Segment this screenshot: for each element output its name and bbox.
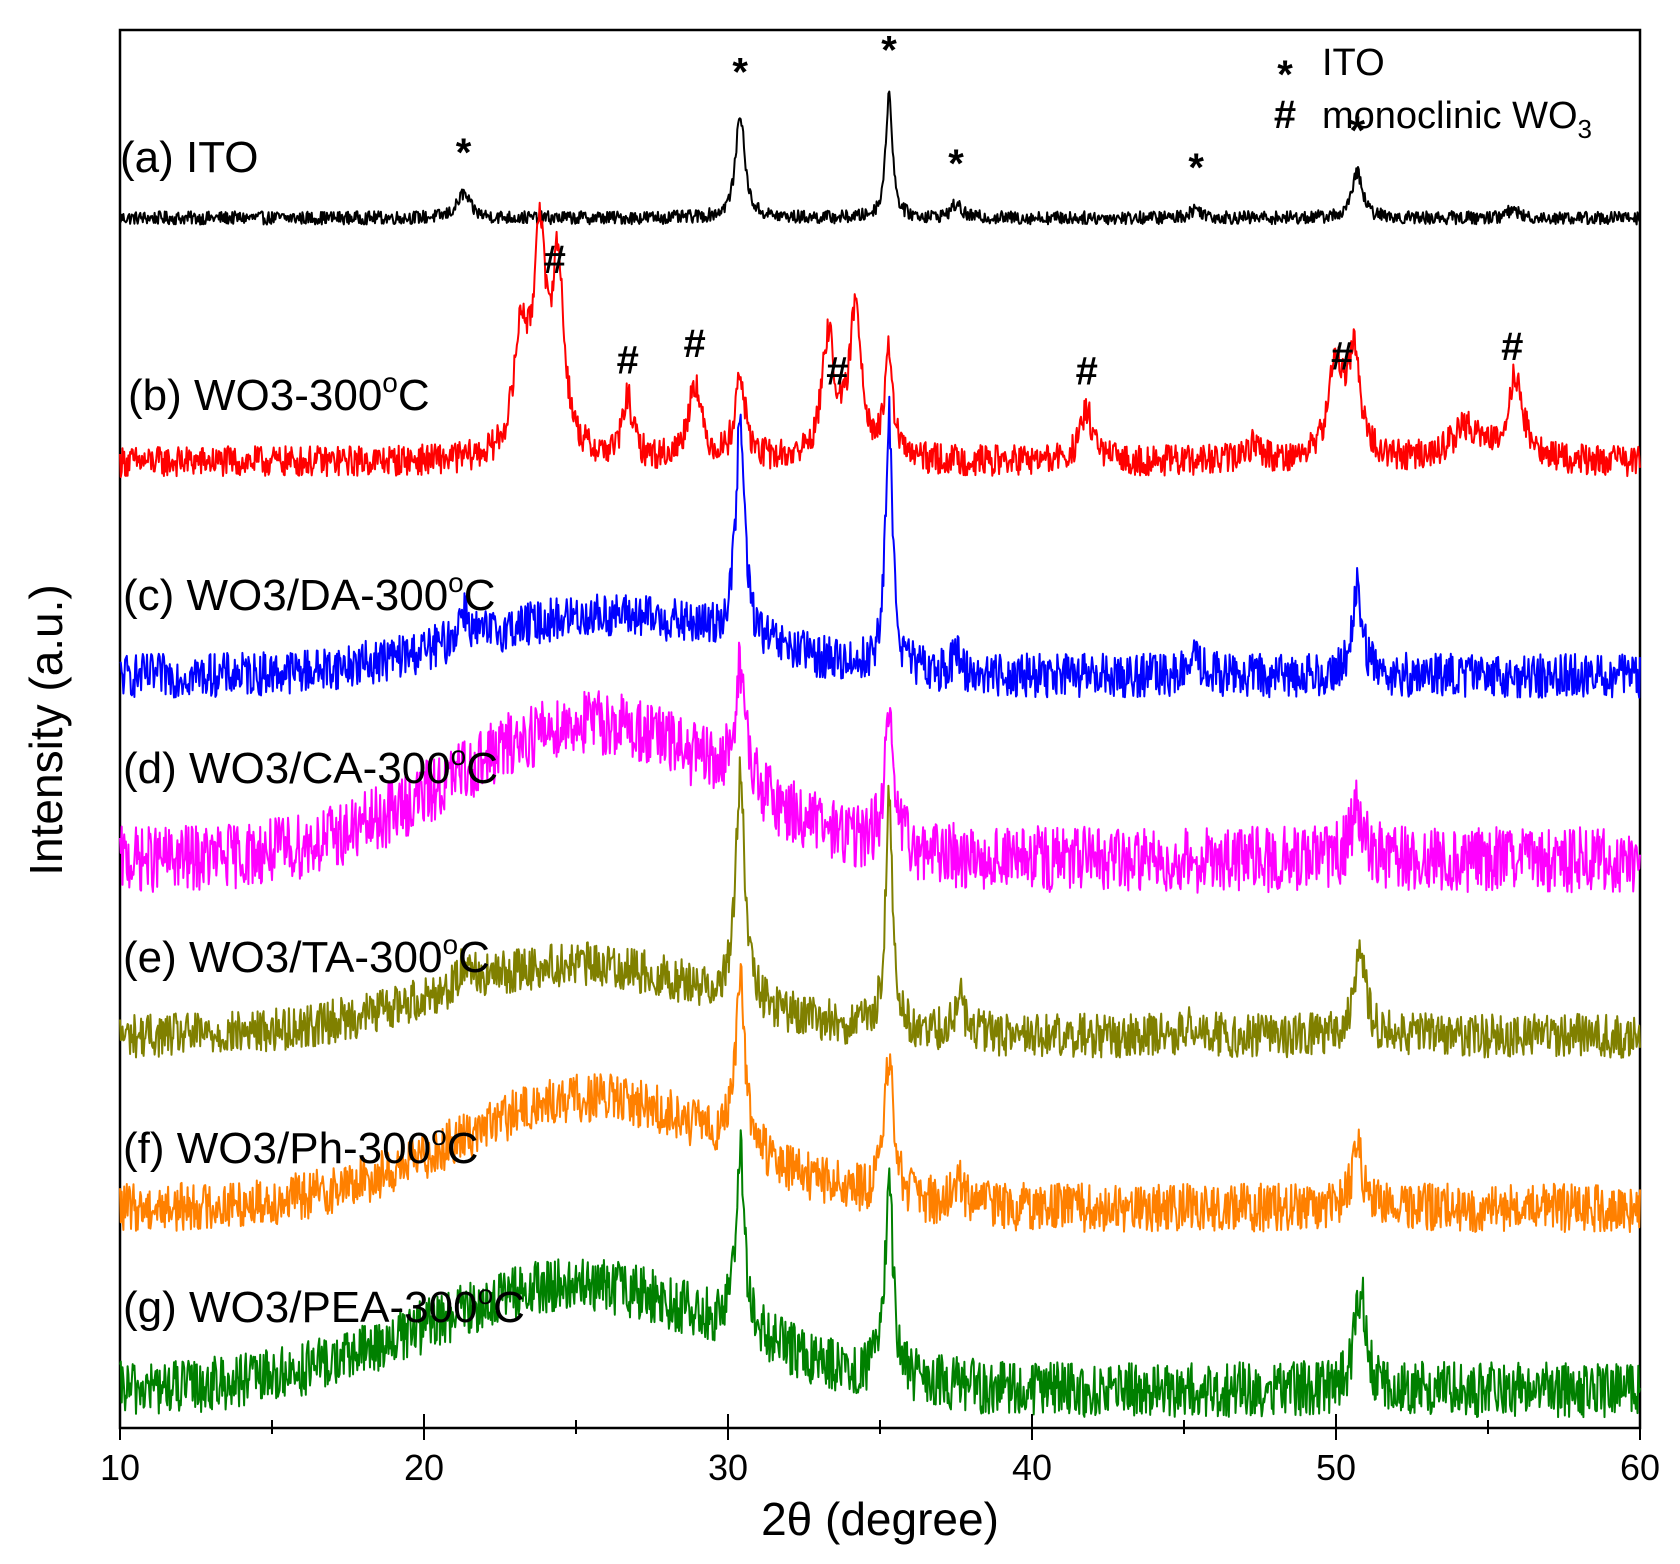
peak-markers: ** ** **## ## # # # bbox=[456, 29, 1524, 394]
x-tick-label-60: 60 bbox=[1620, 1447, 1660, 1488]
series-line-d bbox=[119, 641, 1641, 894]
y-axis-title: Intensity (a.u.) bbox=[20, 584, 72, 875]
legend-symbol-ito: * bbox=[1277, 53, 1293, 97]
wo3-marker-11: # bbox=[1331, 334, 1353, 378]
x-tick-label-50: 50 bbox=[1316, 1447, 1356, 1488]
ito-marker-4: * bbox=[1188, 146, 1204, 190]
curve-label-g: (g) WO3/PEA-300oC bbox=[123, 1279, 525, 1332]
x-tick-label-30: 30 bbox=[708, 1447, 748, 1488]
wo3-marker-9: # bbox=[826, 349, 848, 393]
legend-label-wo3: monoclinic WO3 bbox=[1322, 95, 1592, 144]
x-tick-label-10: 10 bbox=[100, 1447, 140, 1488]
wo3-marker-12: # bbox=[1501, 325, 1523, 369]
curve-label-b: (b) WO3-300oC bbox=[128, 367, 430, 420]
x-axis: 10 20 30 40 50 60 bbox=[100, 1414, 1660, 1488]
curve-labels: (a) ITO (b) WO3-300oC (c) WO3/DA-300oC (d) … bbox=[120, 133, 525, 1332]
series-line-f bbox=[119, 963, 1641, 1233]
series-line-b bbox=[119, 201, 1641, 478]
wo3-marker-10: # bbox=[1076, 350, 1098, 394]
curve-label-c: (c) WO3/DA-300oC bbox=[123, 567, 496, 620]
x-axis-title: 2θ (degree) bbox=[761, 1493, 999, 1545]
ito-marker-1: * bbox=[732, 51, 748, 95]
wo3-marker-8: # bbox=[683, 322, 705, 366]
series-traces bbox=[119, 90, 1641, 1419]
wo3-marker-7: # bbox=[617, 339, 639, 383]
ito-marker-5: * bbox=[1350, 109, 1366, 153]
series-line-c bbox=[119, 395, 1641, 699]
x-tick-label-40: 40 bbox=[1012, 1447, 1052, 1488]
legend: * ITO # monoclinic WO3 bbox=[1274, 42, 1592, 144]
legend-symbol-wo3: # bbox=[1274, 93, 1296, 137]
series-line-g bbox=[119, 1129, 1641, 1419]
legend-label-ito: ITO bbox=[1322, 42, 1385, 84]
curve-label-f: (f) WO3/Ph-300oC bbox=[123, 1120, 478, 1173]
ito-marker-2: * bbox=[881, 29, 897, 73]
series-line-a bbox=[119, 90, 1641, 226]
wo3-marker-6: # bbox=[544, 238, 566, 282]
curve-label-d: (d) WO3/CA-300oC bbox=[123, 740, 498, 793]
curve-label-e: (e) WO3/TA-300oC bbox=[123, 929, 490, 982]
ito-marker-0: * bbox=[456, 131, 472, 175]
x-tick-label-20: 20 bbox=[404, 1447, 444, 1488]
ito-marker-3: * bbox=[948, 142, 964, 186]
curve-label-a: (a) ITO bbox=[120, 133, 259, 182]
series-line-e bbox=[119, 756, 1641, 1059]
